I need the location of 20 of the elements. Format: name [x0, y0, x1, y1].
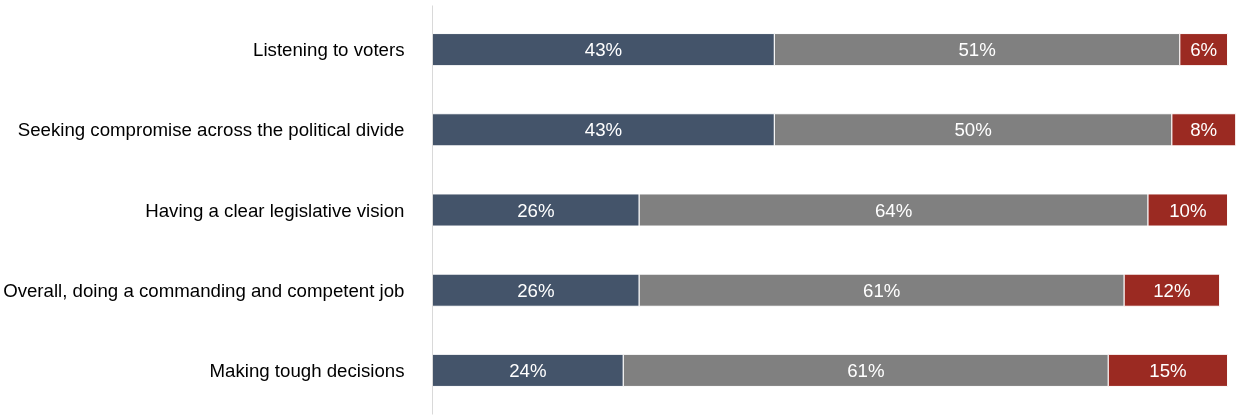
y-tick-label: Listening to voters [253, 39, 405, 61]
data-label: 10% [1169, 199, 1207, 221]
data-label: 15% [1149, 359, 1187, 381]
data-label: 24% [509, 359, 547, 381]
y-tick-label: Making tough decisions [209, 359, 405, 381]
y-tick-label: Overall, doing a commanding and competent job [3, 279, 405, 301]
data-label: 43% [584, 119, 623, 141]
data-label: 12% [1153, 279, 1191, 301]
data-label: 26% [517, 279, 555, 301]
data-label: 51% [958, 39, 996, 61]
data-label: 6% [1190, 39, 1218, 61]
data-label: 43% [584, 39, 623, 61]
data-label: 26% [517, 199, 555, 221]
data-label: 8% [1190, 119, 1218, 141]
data-label: 61% [847, 359, 885, 381]
data-label: 61% [863, 279, 901, 301]
data-label: 64% [874, 199, 913, 221]
data-label: 50% [954, 119, 992, 141]
y-tick-label: Having a clear legislative vision [145, 199, 405, 221]
y-tick-label: Seeking compromise across the political divide [17, 119, 405, 141]
